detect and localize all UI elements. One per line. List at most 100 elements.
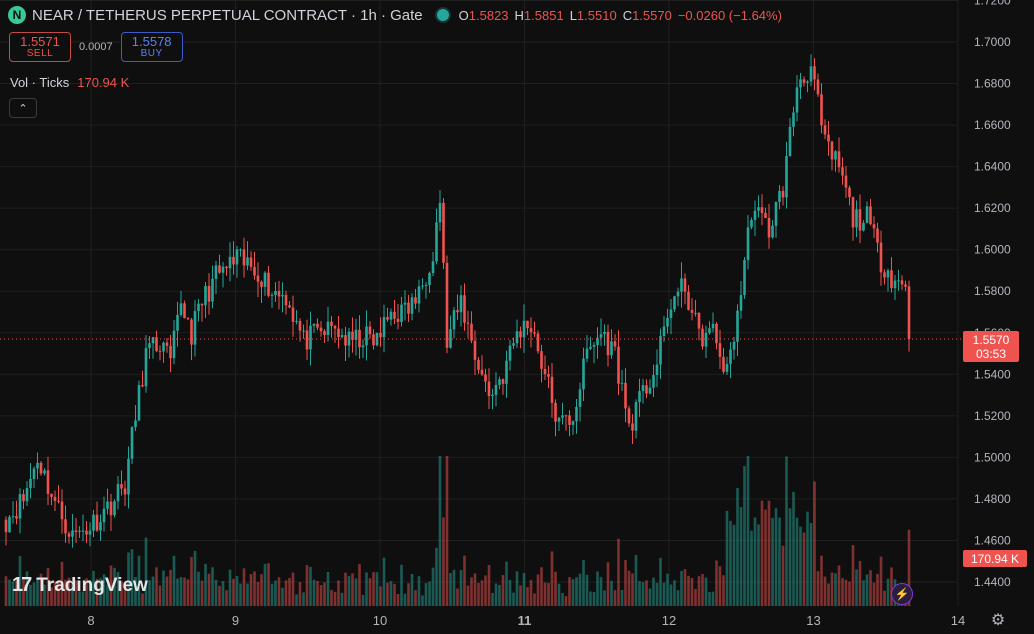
candle-body	[526, 320, 529, 329]
candle-body	[218, 265, 221, 273]
volume-bar	[732, 524, 736, 606]
volume-bar	[610, 580, 613, 606]
lightning-button[interactable]: ⚡	[891, 583, 913, 605]
chevron-up-icon: ⌃	[18, 102, 28, 115]
volume-bar	[151, 576, 155, 606]
volume-bar	[519, 585, 522, 606]
volume-bar	[739, 507, 743, 606]
volume-bar	[750, 530, 753, 606]
tradingview-logo[interactable]: 17 TradingView	[12, 574, 148, 597]
volume-bar	[827, 583, 830, 606]
volume-bar	[396, 593, 400, 606]
volume-bar	[267, 563, 270, 606]
volume-bar	[25, 571, 29, 606]
candle-body	[687, 291, 690, 310]
volume-bar	[256, 582, 260, 606]
volume-bar	[155, 567, 158, 606]
market-status-icon[interactable]	[436, 9, 449, 21]
volume-bar	[627, 570, 631, 606]
candle-body	[823, 125, 827, 135]
candle-body	[270, 294, 274, 296]
volume-bar	[841, 578, 844, 606]
volume-bar	[22, 578, 25, 606]
trade-buttons: 1.5571 SELL 0.0007 1.5578 BUY	[9, 32, 183, 62]
volume-legend[interactable]: Vol · Ticks 170.94 K	[10, 75, 129, 90]
volume-bar	[512, 592, 515, 606]
volume-bar	[221, 580, 225, 606]
volume-bar	[764, 509, 767, 606]
candle-body	[704, 332, 708, 347]
volume-bar	[305, 565, 309, 606]
candle-body	[39, 462, 43, 474]
candle-body	[372, 334, 375, 346]
volume-bar	[11, 581, 15, 606]
volume-bar	[148, 580, 151, 606]
chart-settings-button[interactable]: ⚙	[988, 610, 1008, 630]
volume-bar	[662, 582, 666, 606]
volume-bar	[890, 567, 893, 606]
candle-body	[302, 330, 305, 332]
candlesticks	[4, 54, 911, 548]
volume-bar	[477, 582, 480, 606]
volume-bar	[326, 571, 330, 606]
volume-bar	[722, 575, 725, 606]
open-label: O	[458, 7, 469, 23]
candle-body	[536, 333, 540, 352]
candle-body	[60, 501, 64, 520]
volume-bar	[116, 572, 120, 606]
candle-body	[319, 327, 323, 332]
candle-body	[337, 328, 340, 338]
volume-bar	[533, 593, 536, 606]
buy-button[interactable]: 1.5578 BUY	[120, 32, 183, 62]
volume-bar	[501, 575, 505, 606]
candle-body	[29, 478, 32, 489]
candle-body	[284, 295, 288, 306]
collapse-legend-button[interactable]: ⌃	[9, 98, 37, 118]
candle-body	[540, 351, 543, 369]
volume-bar	[298, 582, 302, 606]
candle-body	[561, 415, 564, 418]
candle-body	[522, 320, 526, 338]
volume-bar	[260, 574, 263, 606]
volume-bar	[18, 556, 22, 606]
symbol-title[interactable]: NEAR / TETHERUS PERPETUAL CONTRACT · 1h …	[32, 6, 423, 24]
time-axis[interactable]: 8 9 10 11 12 13 14	[87, 613, 965, 628]
volume-bar	[417, 576, 421, 606]
candle-body	[134, 420, 137, 428]
volume-bar	[162, 570, 165, 606]
volume-bar	[130, 549, 134, 606]
volume-bar	[715, 560, 718, 606]
volume-bar	[445, 456, 449, 606]
candle-body	[246, 257, 249, 266]
candle-body	[183, 303, 186, 319]
volume-bar	[865, 574, 869, 606]
candle-body	[547, 374, 550, 377]
sell-button[interactable]: 1.5571 SELL	[9, 32, 71, 62]
volume-bar	[470, 577, 473, 606]
volume-bar	[323, 582, 326, 606]
candle-body	[242, 249, 246, 266]
candle-body	[85, 530, 88, 535]
candle-body	[809, 66, 813, 82]
high-value: 1.5851	[523, 7, 564, 23]
volume-bar	[351, 573, 354, 606]
volume-bar	[466, 585, 470, 606]
candle-body	[792, 112, 795, 127]
candle-body	[645, 385, 648, 394]
candle-body	[708, 328, 711, 333]
volume-bar	[144, 537, 148, 606]
candle-body	[358, 329, 361, 348]
candle-body	[631, 423, 634, 431]
volume-bar	[442, 517, 445, 606]
volume-bar	[830, 572, 834, 606]
volume-bar	[697, 576, 701, 606]
candle-body	[711, 323, 715, 329]
price-axis[interactable]: 1.7200 1.7000 1.6800 1.6600 1.6400 1.6200 1.60…	[974, 0, 1011, 589]
candle-body	[466, 322, 470, 324]
volume-bar	[4, 576, 8, 606]
candle-body	[480, 369, 484, 375]
volume-bar	[788, 508, 792, 606]
volume-bar	[613, 590, 617, 606]
volume-bar	[459, 570, 463, 606]
